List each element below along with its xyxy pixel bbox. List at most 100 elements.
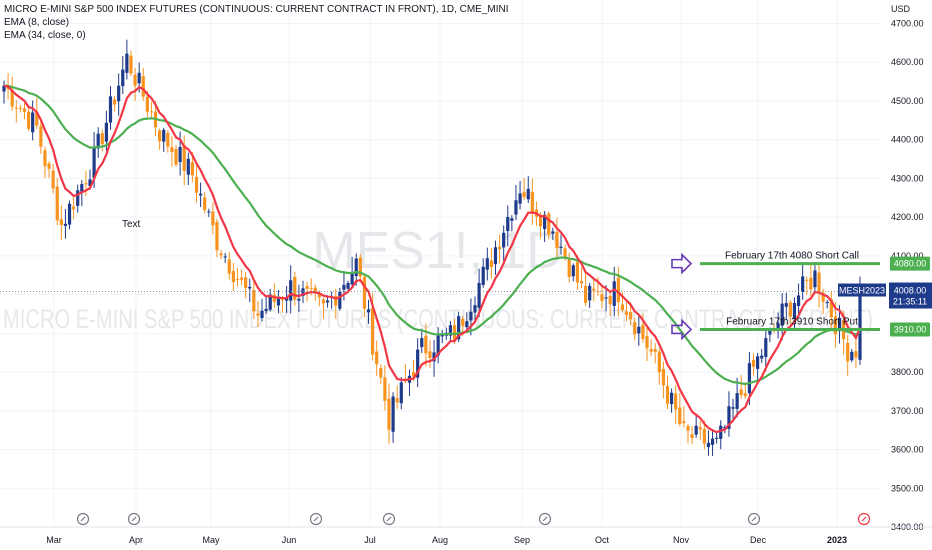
candle-body[interactable] bbox=[416, 349, 420, 378]
candle-body[interactable] bbox=[706, 442, 711, 448]
candle-body[interactable] bbox=[334, 295, 338, 306]
candle-body[interactable] bbox=[129, 55, 133, 74]
candle-body[interactable] bbox=[469, 311, 473, 321]
candle-body[interactable] bbox=[633, 321, 637, 335]
candle-body[interactable] bbox=[592, 288, 596, 291]
candle-body[interactable] bbox=[669, 392, 674, 405]
candle-body[interactable] bbox=[104, 122, 108, 142]
candle-body[interactable] bbox=[620, 304, 625, 311]
candle-body[interactable] bbox=[149, 111, 154, 113]
candle-body[interactable] bbox=[497, 246, 502, 250]
ema-slow-line[interactable] bbox=[3, 84, 861, 386]
candle-body[interactable] bbox=[690, 434, 694, 439]
dividend-event-icon[interactable] bbox=[857, 512, 871, 526]
candle-body[interactable] bbox=[51, 170, 55, 189]
candle-body[interactable] bbox=[833, 316, 838, 335]
candle-body[interactable] bbox=[67, 203, 72, 225]
candle-body[interactable] bbox=[809, 277, 813, 290]
candle-body[interactable] bbox=[354, 258, 358, 277]
candle-body[interactable] bbox=[379, 368, 383, 378]
candle-body[interactable] bbox=[244, 277, 248, 288]
candle-body[interactable] bbox=[846, 342, 850, 362]
candle-body[interactable] bbox=[563, 248, 567, 258]
candle-body[interactable] bbox=[710, 438, 715, 445]
candle-body[interactable] bbox=[92, 147, 96, 178]
candle-body[interactable] bbox=[182, 145, 186, 171]
candle-body[interactable] bbox=[821, 292, 825, 302]
candle-body[interactable] bbox=[715, 437, 719, 439]
candle-body[interactable] bbox=[579, 281, 584, 284]
candle-body[interactable] bbox=[854, 351, 858, 358]
candle-body[interactable] bbox=[674, 393, 678, 410]
candle-body[interactable] bbox=[362, 276, 367, 309]
candle-body[interactable] bbox=[325, 300, 330, 303]
legend-ema-slow[interactable]: EMA (34, close, 0) bbox=[4, 30, 86, 41]
candle-body[interactable] bbox=[612, 281, 616, 306]
candle-body[interactable] bbox=[543, 214, 547, 229]
candle-body[interactable] bbox=[788, 302, 792, 317]
candle-body[interactable] bbox=[485, 258, 489, 270]
candle-body[interactable] bbox=[649, 348, 653, 352]
candle-body[interactable] bbox=[698, 427, 702, 430]
candle-body[interactable] bbox=[518, 193, 522, 204]
candle-body[interactable] bbox=[514, 200, 518, 215]
candle-body[interactable] bbox=[780, 303, 784, 326]
candle-body[interactable] bbox=[31, 112, 35, 133]
arrow-icon[interactable] bbox=[671, 252, 693, 275]
candle-body[interactable] bbox=[80, 184, 84, 192]
candle-body[interactable] bbox=[321, 299, 326, 304]
candle-body[interactable] bbox=[55, 186, 59, 221]
candle-body[interactable] bbox=[583, 286, 588, 303]
candle-body[interactable] bbox=[76, 190, 80, 206]
candle-body[interactable] bbox=[96, 133, 100, 149]
candle-body[interactable] bbox=[829, 299, 833, 318]
candle-body[interactable] bbox=[178, 147, 182, 162]
candle-body[interactable] bbox=[276, 298, 281, 306]
candle-body[interactable] bbox=[735, 393, 739, 409]
candle-body[interactable] bbox=[108, 96, 113, 123]
candle-body[interactable] bbox=[526, 188, 530, 200]
candle-body[interactable] bbox=[162, 129, 166, 142]
candle-body[interactable] bbox=[47, 163, 51, 169]
candle-body[interactable] bbox=[350, 272, 354, 285]
candle-body[interactable] bbox=[465, 321, 469, 328]
candle-body[interactable] bbox=[432, 352, 436, 362]
candle-body[interactable] bbox=[756, 356, 760, 369]
candle-body[interactable] bbox=[235, 279, 240, 281]
candle-body[interactable] bbox=[121, 69, 125, 87]
candle-body[interactable] bbox=[342, 284, 346, 290]
candle-body[interactable] bbox=[6, 87, 10, 90]
candle-body[interactable] bbox=[227, 259, 231, 274]
candle-body[interactable] bbox=[719, 425, 723, 439]
candle-body[interactable] bbox=[174, 149, 178, 165]
candle-body[interactable] bbox=[604, 297, 608, 299]
arrow-icon[interactable] bbox=[671, 318, 693, 341]
candle-body[interactable] bbox=[817, 272, 821, 294]
candle-body[interactable] bbox=[358, 257, 362, 277]
candle-body[interactable] bbox=[198, 193, 203, 196]
candle-body[interactable] bbox=[657, 351, 661, 373]
candle-body[interactable] bbox=[764, 338, 768, 357]
candle-body[interactable] bbox=[72, 206, 76, 210]
candle-body[interactable] bbox=[547, 213, 551, 235]
legend-title[interactable]: MICRO E-MINI S&P 500 INDEX FUTURES (CONT… bbox=[4, 4, 509, 15]
candle-body[interactable] bbox=[727, 406, 731, 429]
candle-body[interactable] bbox=[448, 325, 453, 336]
candle-body[interactable] bbox=[600, 294, 604, 301]
candle-body[interactable] bbox=[825, 302, 829, 304]
candle-body[interactable] bbox=[84, 183, 88, 185]
candle-body[interactable] bbox=[629, 311, 633, 320]
ema-fast-line[interactable] bbox=[3, 84, 862, 434]
candle-body[interactable] bbox=[784, 303, 788, 307]
candle-body[interactable] bbox=[293, 276, 297, 300]
candle-body[interactable] bbox=[481, 266, 485, 285]
earnings-event-icon[interactable] bbox=[382, 512, 396, 526]
candle-body[interactable] bbox=[391, 396, 395, 432]
candle-body[interactable] bbox=[2, 85, 6, 92]
candle-body[interactable] bbox=[260, 310, 264, 318]
candle-body[interactable] bbox=[383, 377, 387, 401]
candle-body[interactable] bbox=[424, 335, 428, 354]
candle-body[interactable] bbox=[559, 246, 563, 248]
candle-body[interactable] bbox=[346, 282, 350, 289]
candle-body[interactable] bbox=[502, 232, 506, 248]
